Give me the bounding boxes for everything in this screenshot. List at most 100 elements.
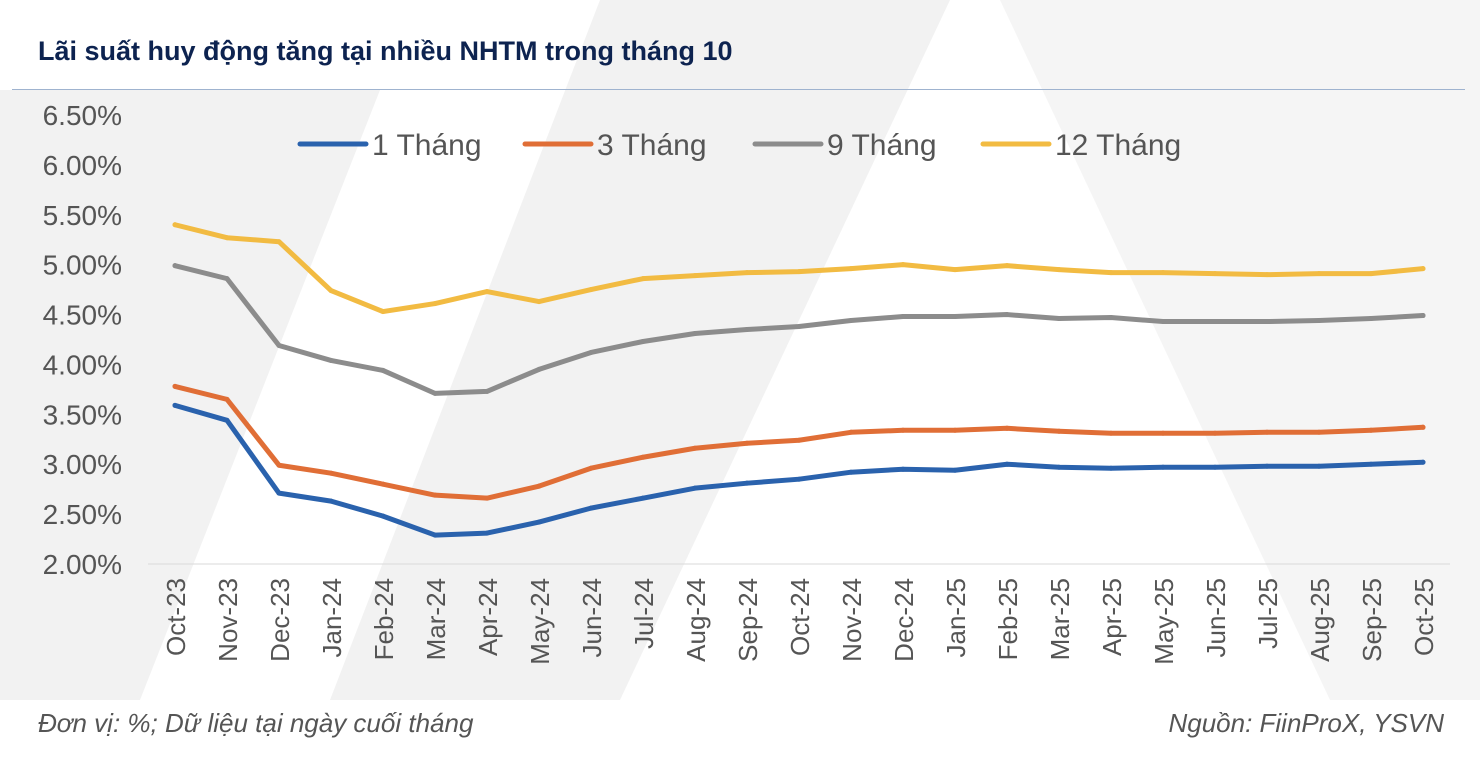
data-point: [796, 437, 802, 443]
data-point: [172, 402, 178, 408]
data-point: [952, 467, 958, 473]
y-tick-label: 3.50%: [43, 399, 122, 430]
data-point: [328, 288, 334, 294]
data-point: [1264, 272, 1270, 278]
data-point: [328, 357, 334, 363]
data-point: [1420, 313, 1426, 319]
data-point: [692, 331, 698, 337]
data-point: [848, 429, 854, 435]
x-tick-label: Apr-24: [473, 578, 503, 656]
data-point: [952, 267, 958, 273]
data-point: [1212, 430, 1218, 436]
y-tick-label: 6.50%: [43, 100, 122, 131]
data-point: [1160, 430, 1166, 436]
data-point: [1108, 315, 1114, 321]
data-point: [744, 270, 750, 276]
data-point: [380, 309, 386, 315]
legend-label: 9 Tháng: [827, 129, 937, 162]
y-tick-label: 3.00%: [43, 449, 122, 480]
data-point: [484, 289, 490, 295]
data-point: [744, 480, 750, 486]
series-line-12-tháng: [172, 222, 1426, 315]
data-point: [1368, 271, 1374, 277]
y-tick-label: 4.50%: [43, 300, 122, 331]
data-point: [276, 239, 282, 245]
data-point: [484, 388, 490, 394]
y-tick-label: 4.00%: [43, 349, 122, 380]
data-point: [276, 490, 282, 496]
x-tick-label: Oct-24: [785, 578, 815, 656]
data-point: [536, 483, 542, 489]
data-point: [224, 417, 230, 423]
data-point: [900, 466, 906, 472]
x-tick-label: Jan-24: [317, 578, 347, 658]
data-point: [380, 513, 386, 519]
data-point: [536, 366, 542, 372]
data-point: [1316, 318, 1322, 324]
data-point: [536, 299, 542, 305]
data-point: [588, 287, 594, 293]
data-point: [484, 530, 490, 536]
data-point: [380, 481, 386, 487]
data-point: [276, 342, 282, 348]
y-tick-label: 2.50%: [43, 499, 122, 530]
data-point: [952, 314, 958, 320]
data-point: [432, 390, 438, 396]
data-point: [328, 498, 334, 504]
data-point: [1420, 459, 1426, 465]
x-tick-label: May-25: [1149, 578, 1179, 665]
data-point: [1004, 312, 1010, 318]
x-tick-label: Aug-24: [681, 578, 711, 662]
x-tick-label: Apr-25: [1097, 578, 1127, 656]
series-line-9-tháng: [172, 263, 1426, 396]
data-point: [848, 266, 854, 272]
x-tick-label: May-24: [525, 578, 555, 665]
title-divider: [12, 89, 1465, 90]
unit-note: Đơn vị: %; Dữ liệu tại ngày cuối tháng: [38, 708, 474, 738]
data-point: [848, 469, 854, 475]
data-point: [1368, 316, 1374, 322]
legend-label: 1 Tháng: [372, 129, 482, 162]
data-point: [1108, 465, 1114, 471]
data-point: [1368, 461, 1374, 467]
data-point: [1108, 270, 1114, 276]
data-point: [224, 396, 230, 402]
series-line-1-tháng: [172, 402, 1426, 538]
x-tick-label: Mar-24: [421, 578, 451, 660]
data-point: [588, 349, 594, 355]
data-point: [640, 454, 646, 460]
data-point: [1004, 461, 1010, 467]
x-tick-label: Jul-24: [629, 578, 659, 649]
data-point: [796, 324, 802, 330]
x-tick-label: Jun-25: [1201, 578, 1231, 658]
data-point: [1264, 319, 1270, 325]
x-tick-label: Dec-23: [265, 578, 295, 662]
data-point: [640, 276, 646, 282]
data-point: [1056, 428, 1062, 434]
data-point: [796, 269, 802, 275]
data-point: [224, 276, 230, 282]
data-point: [900, 427, 906, 433]
data-point: [1264, 463, 1270, 469]
x-tick-label: Nov-23: [213, 578, 243, 662]
data-point: [432, 532, 438, 538]
data-point: [1212, 319, 1218, 325]
x-tick-label: Nov-24: [837, 578, 867, 662]
data-point: [1316, 271, 1322, 277]
data-point: [328, 470, 334, 476]
data-point: [1056, 267, 1062, 273]
data-point: [1160, 464, 1166, 470]
data-point: [1056, 464, 1062, 470]
data-point: [588, 465, 594, 471]
x-tick-label: Sep-25: [1357, 578, 1387, 662]
data-point: [640, 338, 646, 344]
data-point: [1264, 429, 1270, 435]
data-point: [536, 519, 542, 525]
y-tick-label: 5.50%: [43, 200, 122, 231]
x-tick-label: Aug-25: [1305, 578, 1335, 662]
data-point: [276, 462, 282, 468]
data-point: [484, 495, 490, 501]
legend-label: 12 Tháng: [1055, 129, 1181, 162]
